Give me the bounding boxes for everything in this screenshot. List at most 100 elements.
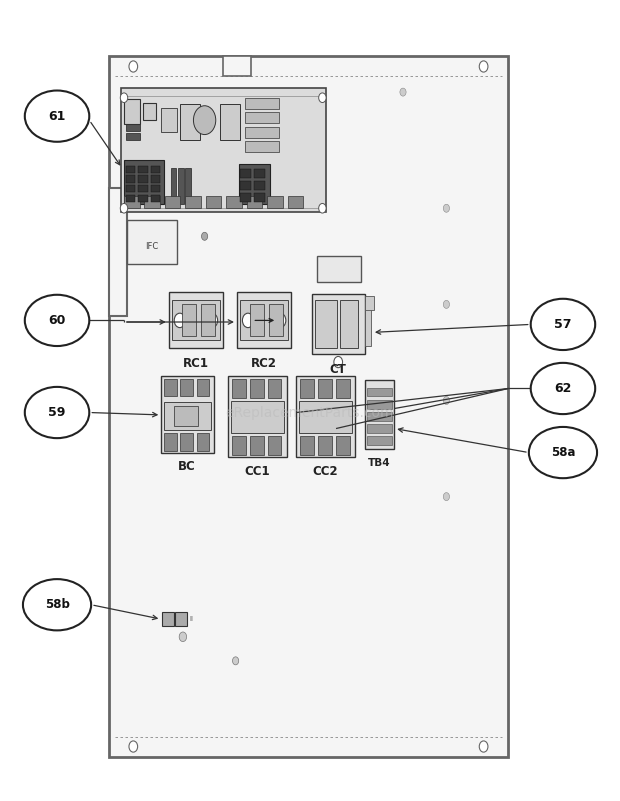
Bar: [340, 300, 358, 348]
Bar: [126, 166, 135, 173]
Bar: [312, 294, 365, 354]
Bar: [164, 379, 177, 396]
Bar: [300, 436, 314, 455]
Text: TB4: TB4: [368, 458, 391, 468]
Circle shape: [129, 61, 138, 72]
Circle shape: [129, 741, 138, 752]
Circle shape: [443, 493, 449, 501]
Bar: [174, 406, 198, 426]
Ellipse shape: [25, 91, 89, 142]
Bar: [178, 168, 184, 204]
Text: BC: BC: [179, 460, 196, 473]
Bar: [247, 196, 262, 208]
Bar: [240, 193, 251, 202]
Bar: [169, 292, 223, 348]
Bar: [180, 433, 193, 451]
Bar: [245, 127, 279, 138]
Bar: [126, 104, 140, 111]
Text: IFC: IFC: [145, 242, 159, 252]
Bar: [336, 436, 350, 455]
Circle shape: [179, 632, 187, 642]
Bar: [108, 188, 127, 316]
Bar: [161, 376, 214, 453]
Circle shape: [319, 203, 326, 213]
Circle shape: [202, 232, 208, 240]
Bar: [126, 195, 135, 202]
Bar: [245, 112, 279, 123]
Bar: [300, 379, 314, 398]
Ellipse shape: [529, 427, 597, 478]
Bar: [151, 175, 160, 183]
Bar: [336, 379, 350, 398]
Circle shape: [443, 300, 449, 308]
Bar: [182, 304, 196, 336]
Bar: [237, 292, 291, 348]
Text: 58b: 58b: [45, 598, 69, 611]
Circle shape: [232, 657, 239, 665]
Ellipse shape: [531, 363, 595, 414]
Bar: [240, 300, 288, 340]
Circle shape: [120, 203, 128, 213]
Bar: [172, 300, 220, 340]
Bar: [365, 296, 374, 310]
Bar: [161, 108, 177, 132]
Text: CC1: CC1: [244, 465, 270, 478]
Bar: [138, 175, 148, 183]
Bar: [240, 181, 251, 190]
Text: 57: 57: [554, 318, 572, 331]
Bar: [239, 164, 270, 204]
Bar: [367, 436, 392, 445]
Bar: [124, 160, 164, 204]
Text: RC1: RC1: [183, 357, 209, 370]
Bar: [126, 185, 135, 192]
Text: 58a: 58a: [551, 446, 575, 459]
Bar: [268, 436, 281, 455]
Bar: [197, 379, 209, 396]
Circle shape: [479, 741, 488, 752]
Bar: [121, 88, 326, 212]
Bar: [267, 196, 283, 208]
Bar: [201, 304, 215, 336]
Bar: [138, 166, 148, 173]
Circle shape: [120, 93, 128, 103]
Bar: [175, 612, 187, 626]
Circle shape: [242, 313, 254, 328]
Bar: [223, 56, 251, 76]
Bar: [206, 196, 221, 208]
Bar: [254, 169, 265, 178]
Bar: [126, 133, 140, 140]
Bar: [367, 400, 392, 409]
Bar: [151, 195, 160, 202]
Bar: [126, 175, 135, 183]
Ellipse shape: [25, 387, 89, 438]
Bar: [138, 195, 148, 202]
Bar: [151, 185, 160, 192]
Bar: [220, 104, 240, 140]
Bar: [126, 123, 140, 131]
Bar: [164, 433, 177, 451]
Text: eReplacementParts.com: eReplacementParts.com: [226, 405, 394, 420]
Bar: [180, 379, 193, 396]
Bar: [180, 104, 200, 140]
Bar: [138, 185, 148, 192]
Ellipse shape: [25, 295, 89, 346]
Bar: [268, 379, 281, 398]
Bar: [367, 388, 392, 396]
Text: II: II: [190, 616, 193, 622]
Bar: [231, 400, 284, 433]
Bar: [185, 196, 201, 208]
Bar: [318, 379, 332, 398]
Bar: [182, 112, 193, 124]
Text: CT: CT: [329, 363, 347, 376]
Bar: [317, 256, 361, 282]
Bar: [250, 304, 264, 336]
Bar: [197, 433, 209, 451]
Circle shape: [334, 356, 342, 368]
Bar: [250, 436, 264, 455]
Bar: [299, 400, 352, 433]
Bar: [151, 166, 160, 173]
Bar: [315, 300, 337, 348]
Circle shape: [443, 204, 449, 212]
Bar: [127, 220, 177, 264]
Circle shape: [443, 396, 449, 405]
